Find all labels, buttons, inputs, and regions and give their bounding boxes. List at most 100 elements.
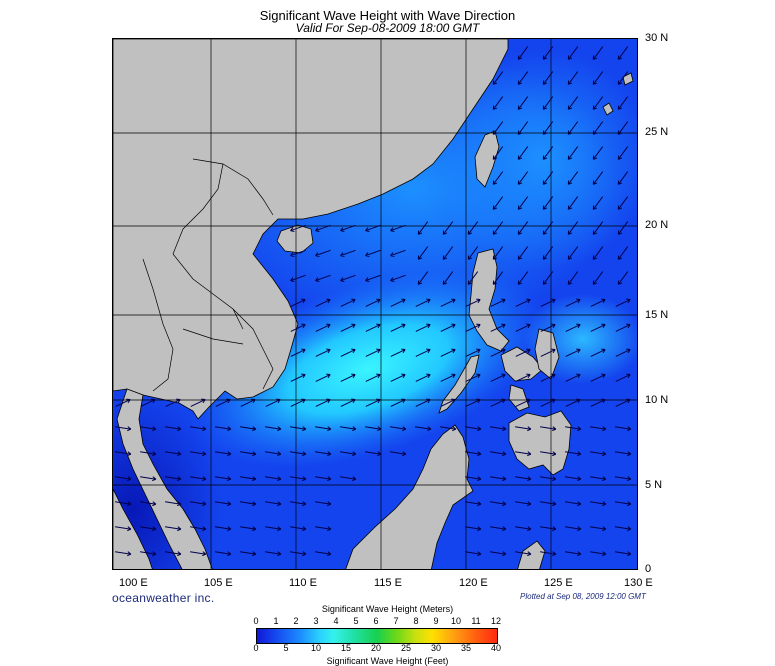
wave-direction-arrow — [490, 298, 506, 307]
wave-direction-arrow — [315, 476, 332, 482]
wave-direction-arrow — [390, 298, 406, 307]
wave-direction-arrow — [515, 501, 532, 507]
wave-direction-arrow — [315, 551, 332, 557]
sulawesi-tip — [517, 540, 546, 569]
wave-direction-arrow — [165, 526, 182, 532]
wave-direction-arrow — [540, 323, 556, 332]
wave-direction-arrow — [592, 96, 604, 110]
lon-label-130e: 130 E — [624, 577, 653, 589]
wave-direction-arrow — [290, 426, 307, 432]
wave-direction-arrow — [540, 398, 556, 407]
wave-direction-arrow — [465, 476, 482, 482]
wave-direction-arrow — [565, 501, 582, 507]
wave-direction-arrow — [617, 71, 629, 85]
wave-direction-arrow — [517, 221, 529, 235]
wave-direction-arrow — [190, 526, 207, 532]
wave-direction-arrow — [115, 501, 132, 507]
wave-direction-arrow — [590, 298, 606, 307]
wave-direction-arrow — [517, 271, 529, 285]
wave-direction-arrow — [617, 246, 629, 260]
wave-direction-arrow — [515, 426, 532, 432]
wave-direction-arrow — [465, 398, 481, 407]
wave-direction-arrow — [492, 146, 504, 160]
wave-direction-arrow — [592, 171, 604, 185]
wave-direction-arrow — [465, 426, 482, 432]
wave-direction-arrow — [190, 426, 207, 432]
wave-direction-arrow — [290, 526, 307, 532]
wave-direction-arrow — [390, 373, 406, 382]
wave-direction-arrow — [265, 476, 282, 482]
colorbar-meter-tick: 1 — [273, 616, 279, 626]
wave-direction-arrow — [315, 398, 331, 407]
wave-direction-arrow — [315, 298, 331, 307]
wave-direction-arrow — [340, 398, 356, 407]
wave-direction-arrow — [215, 501, 232, 507]
wave-direction-arrow — [542, 71, 554, 85]
wave-direction-arrow — [215, 398, 231, 407]
colorbar — [256, 628, 498, 644]
wave-direction-arrow — [490, 373, 506, 382]
wave-direction-arrow — [617, 96, 629, 110]
wave-direction-arrow — [515, 348, 531, 357]
wave-direction-arrow — [490, 526, 507, 532]
wave-direction-arrow — [290, 451, 307, 457]
wave-direction-arrow — [592, 46, 604, 60]
wave-direction-arrow — [540, 426, 557, 432]
wave-direction-arrow — [415, 348, 431, 357]
wave-direction-arrow — [315, 426, 332, 432]
graticule — [113, 39, 637, 569]
wave-direction-arrow — [540, 373, 556, 382]
wave-direction-arrow — [240, 451, 257, 457]
wave-direction-arrow — [540, 451, 557, 457]
wave-direction-arrow — [365, 373, 381, 382]
wave-direction-arrow — [492, 171, 504, 185]
wave-direction-arrow — [567, 121, 579, 135]
ryukyu-1 — [622, 72, 634, 86]
wave-direction-arrow — [415, 398, 431, 407]
lon-label-125e: 125 E — [544, 577, 573, 589]
wave-direction-arrow — [365, 323, 381, 332]
colorbar-meter-tick: 7 — [393, 616, 399, 626]
wave-direction-arrow — [615, 551, 632, 557]
ryukyu-2 — [602, 102, 614, 116]
wave-direction-arrow — [190, 476, 207, 482]
wave-direction-arrow — [615, 298, 631, 307]
wave-direction-arrow — [540, 348, 556, 357]
wave-direction-arrow — [517, 146, 529, 160]
wave-direction-arrow — [617, 146, 629, 160]
wave-direction-arrow — [315, 224, 331, 232]
wave-direction-arrow — [617, 196, 629, 210]
wave-direction-arrow — [517, 46, 529, 60]
wave-direction-arrow — [490, 398, 506, 407]
wave-direction-arrow — [567, 196, 579, 210]
wave-direction-arrow — [215, 526, 232, 532]
wave-direction-arrow — [515, 298, 531, 307]
colorbar-meter-tick: 3 — [313, 616, 319, 626]
lon-label-115e: 115 E — [374, 577, 402, 589]
wave-direction-arrow — [390, 398, 406, 407]
wave-direction-arrow — [617, 46, 629, 60]
wave-direction-arrow — [440, 398, 456, 407]
wave-direction-arrow — [240, 526, 257, 532]
wave-direction-arrow — [540, 476, 557, 482]
wave-direction-arrow — [542, 121, 554, 135]
wave-direction-arrow — [592, 71, 604, 85]
wave-direction-arrow — [592, 271, 604, 285]
colorbar-meter-tick: 12 — [490, 616, 502, 626]
wave-direction-arrow — [290, 298, 306, 307]
wave-direction-arrow — [615, 373, 631, 382]
wave-direction-arrow — [415, 323, 431, 332]
wave-direction-arrow — [540, 551, 557, 557]
wave-direction-arrow — [390, 426, 407, 432]
wave-direction-arrow — [340, 451, 357, 457]
wave-direction-arrow — [140, 398, 156, 407]
wave-direction-arrow — [540, 501, 557, 507]
wave-direction-arrow — [440, 323, 456, 332]
wave-direction-arrow — [417, 271, 429, 285]
wave-direction-arrow — [340, 373, 356, 382]
wave-direction-arrow — [517, 71, 529, 85]
wave-direction-arrow — [390, 249, 406, 257]
wave-direction-arrow — [165, 501, 182, 507]
wave-direction-arrow — [165, 398, 181, 407]
wave-direction-arrow — [540, 526, 557, 532]
